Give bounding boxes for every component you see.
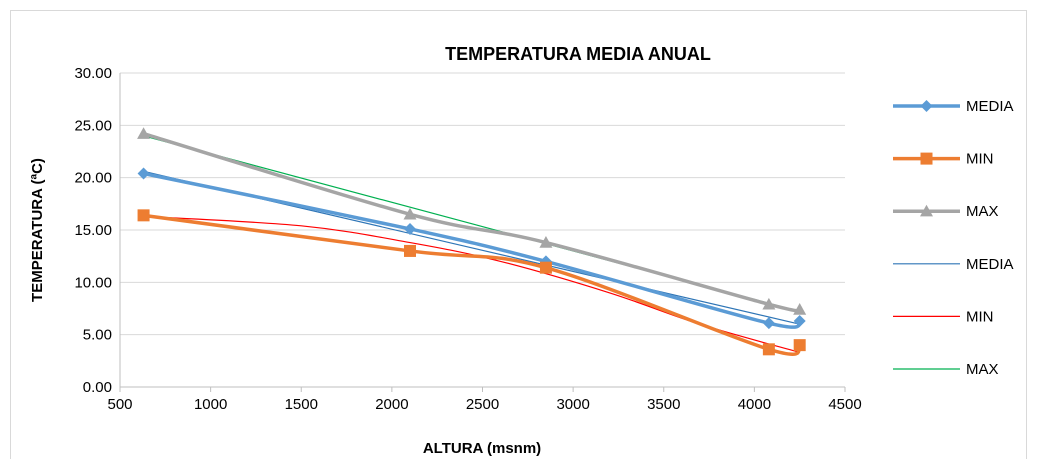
y-tick-label: 20.00 xyxy=(74,170,112,187)
data-point xyxy=(404,244,416,257)
x-axis-title: ALTURA (msnm) xyxy=(423,440,541,457)
y-tick-label: 30.00 xyxy=(74,65,112,82)
data-point xyxy=(137,209,150,222)
data-point xyxy=(137,167,150,180)
legend-label: MIN xyxy=(966,151,994,168)
legend-label: MEDIA xyxy=(966,98,1014,115)
axes: 0.00 5.00 10.00 15.00 20.00 25.00 30.00 500 1000… xyxy=(74,65,861,413)
legend-item-min-data: MIN xyxy=(893,151,994,168)
legend-item-media-trend: MEDIA xyxy=(893,256,1014,273)
legend-label: MEDIA xyxy=(966,256,1014,273)
series-max-data xyxy=(137,127,807,315)
x-tick-label: 2500 xyxy=(466,396,499,413)
data-point xyxy=(762,343,775,356)
data-point xyxy=(539,236,553,248)
legend-label: MAX xyxy=(966,203,999,220)
legend-item-min-trend: MIN xyxy=(893,308,994,325)
y-tick-label: 15.00 xyxy=(74,222,112,239)
x-tick-label: 4500 xyxy=(828,396,861,413)
x-tick-label: 3000 xyxy=(556,396,589,413)
data-point xyxy=(539,261,552,274)
legend-item-max-data: MAX xyxy=(893,203,999,220)
chart-title: TEMPERATURA MEDIA ANUAL xyxy=(445,44,711,64)
chart-border xyxy=(10,10,1027,464)
x-tick-label: 1500 xyxy=(285,396,318,413)
data-point xyxy=(762,297,776,310)
x-tick-label: 4000 xyxy=(738,396,771,413)
legend-label: MIN xyxy=(966,308,994,325)
data-point xyxy=(404,222,416,235)
legend: MEDIA MIN MAX MEDIA MIN MAX xyxy=(893,98,1014,378)
legend-item-max-trend: MAX xyxy=(893,361,999,378)
x-tick-label: 1000 xyxy=(194,396,227,413)
legend-marker xyxy=(920,100,933,112)
data-point xyxy=(793,339,806,352)
data-point xyxy=(793,303,807,315)
x-tick-label: 2000 xyxy=(375,396,408,413)
data-point xyxy=(793,315,806,328)
series-min-data xyxy=(137,209,806,356)
y-tick-label: 25.00 xyxy=(74,117,112,134)
data-point xyxy=(762,317,775,330)
y-axis-title: TEMPERATURA (ªC) xyxy=(29,158,46,302)
series-media-data xyxy=(137,167,806,330)
legend-marker xyxy=(920,204,933,217)
y-tick-label: 10.00 xyxy=(74,274,112,291)
legend-label: MAX xyxy=(966,361,999,378)
series-line xyxy=(143,171,801,329)
y-tick-label: 0.00 xyxy=(83,379,112,396)
legend-item-media-data: MEDIA xyxy=(893,98,1014,115)
series-layer xyxy=(137,127,807,356)
data-point xyxy=(403,207,417,220)
legend-marker xyxy=(920,152,933,165)
data-point xyxy=(137,127,151,139)
y-tick-label: 5.00 xyxy=(83,327,112,344)
series-line xyxy=(143,132,801,313)
x-tick-label: 500 xyxy=(107,396,132,413)
x-tick-label: 3500 xyxy=(647,396,680,413)
